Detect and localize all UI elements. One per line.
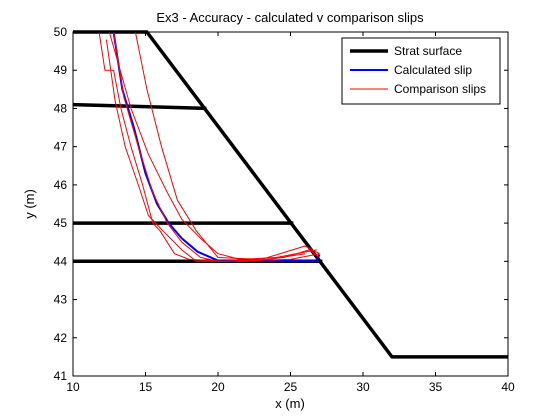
y-tick-label-0: 41 — [54, 369, 68, 383]
x-tick-label-3: 25 — [284, 380, 298, 394]
y-axis-label: y (m) — [22, 189, 37, 219]
y-tick-label-3: 44 — [54, 254, 68, 268]
y-tick-label-8: 49 — [54, 63, 68, 77]
x-tick-label-4: 30 — [356, 380, 370, 394]
y-tick-label-2: 43 — [54, 293, 68, 307]
chart-title: Ex3 - Accuracy - calculated v comparison… — [156, 10, 424, 25]
y-tick-label-1: 42 — [54, 331, 68, 345]
y-tick-label-9: 50 — [54, 25, 68, 39]
y-tick-label-6: 47 — [54, 140, 68, 154]
x-tick-label-6: 40 — [501, 380, 515, 394]
series-line-2-4 — [98, 31, 306, 262]
series-line-2-2 — [108, 31, 317, 260]
series-line-2-3 — [134, 31, 320, 260]
x-tick-label-5: 35 — [429, 380, 443, 394]
legend-label-1: Calculated slip — [394, 63, 472, 77]
y-tick-label-5: 46 — [54, 178, 68, 192]
y-tick-label-7: 48 — [54, 101, 68, 115]
x-axis-label: x (m) — [275, 396, 305, 411]
legend-label-0: Strat surface — [394, 44, 462, 58]
x-tick-label-2: 20 — [211, 380, 225, 394]
axis-layer: 10 15 20 25 30 35 40 41 42 43 44 45 46 47 48 49 50 — [54, 25, 515, 394]
y-tick-label-4: 45 — [54, 216, 68, 230]
series-line-0-1 — [72, 102, 207, 111]
x-tick-label-1: 15 — [139, 380, 153, 394]
legend: Strat surface Calculated slip Comparison s… — [341, 37, 501, 105]
x-tick-label-0: 10 — [66, 380, 80, 394]
legend-label-2: Comparison slips — [394, 82, 486, 96]
